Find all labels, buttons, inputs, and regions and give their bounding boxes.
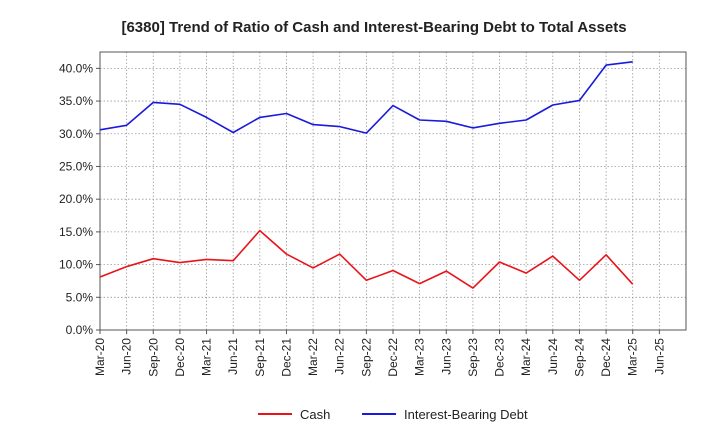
x-tick-label: Mar-20 (93, 338, 107, 376)
x-axis: Mar-20 Jun-20 Sep-20 Dec-20 Mar-21 Jun-21 Sep-… (93, 330, 666, 377)
x-tick-label: Dec-24 (599, 338, 613, 377)
y-tick-label: 10.0% (59, 258, 93, 272)
x-tick-label: Jun-25 (652, 338, 666, 375)
x-tick-label: Mar-21 (200, 338, 214, 376)
x-tick-label: Jun-20 (120, 338, 134, 375)
y-tick-label: 35.0% (59, 94, 93, 108)
x-tick-label: Mar-25 (626, 338, 640, 376)
y-tick-label: 0.0% (66, 323, 94, 337)
x-tick-label: Mar-23 (413, 338, 427, 376)
y-tick-label: 5.0% (66, 290, 94, 304)
y-tick-label: 25.0% (59, 159, 93, 173)
legend-cash-label: Cash (300, 407, 330, 422)
x-tick-label: Jun-24 (546, 338, 560, 375)
x-tick-label: Sep-21 (253, 338, 267, 377)
x-tick-label: Dec-22 (386, 338, 400, 377)
y-axis: 0.0% 5.0% 10.0% 15.0% 20.0% 25.0% 30.0% 35.0% 40… (59, 61, 100, 337)
x-tick-label: Sep-22 (359, 338, 373, 377)
x-tick-label: Jun-21 (226, 338, 240, 375)
y-tick-label: 20.0% (59, 192, 93, 206)
x-tick-label: Mar-24 (519, 338, 533, 376)
x-tick-label: Dec-20 (173, 338, 187, 377)
x-tick-label: Jun-22 (333, 338, 347, 375)
x-tick-label: Mar-22 (306, 338, 320, 376)
series-layer (99, 61, 634, 289)
y-tick-label: 40.0% (59, 61, 93, 75)
legend-debt-label: Interest-Bearing Debt (404, 407, 528, 422)
legend: Cash Interest-Bearing Debt (258, 407, 528, 422)
x-tick-label: Jun-23 (439, 338, 453, 375)
grid (100, 52, 686, 331)
plot-frame (99, 51, 687, 331)
chart-title: [6380] Trend of Ratio of Cash and Intere… (121, 19, 626, 36)
x-tick-label: Sep-24 (572, 338, 586, 377)
y-tick-label: 15.0% (59, 225, 93, 239)
x-tick-label: Dec-21 (279, 338, 293, 377)
y-tick-label: 30.0% (59, 127, 93, 141)
x-tick-label: Sep-23 (466, 338, 480, 377)
x-tick-label: Sep-20 (146, 338, 160, 377)
x-tick-label: Dec-23 (493, 338, 507, 377)
